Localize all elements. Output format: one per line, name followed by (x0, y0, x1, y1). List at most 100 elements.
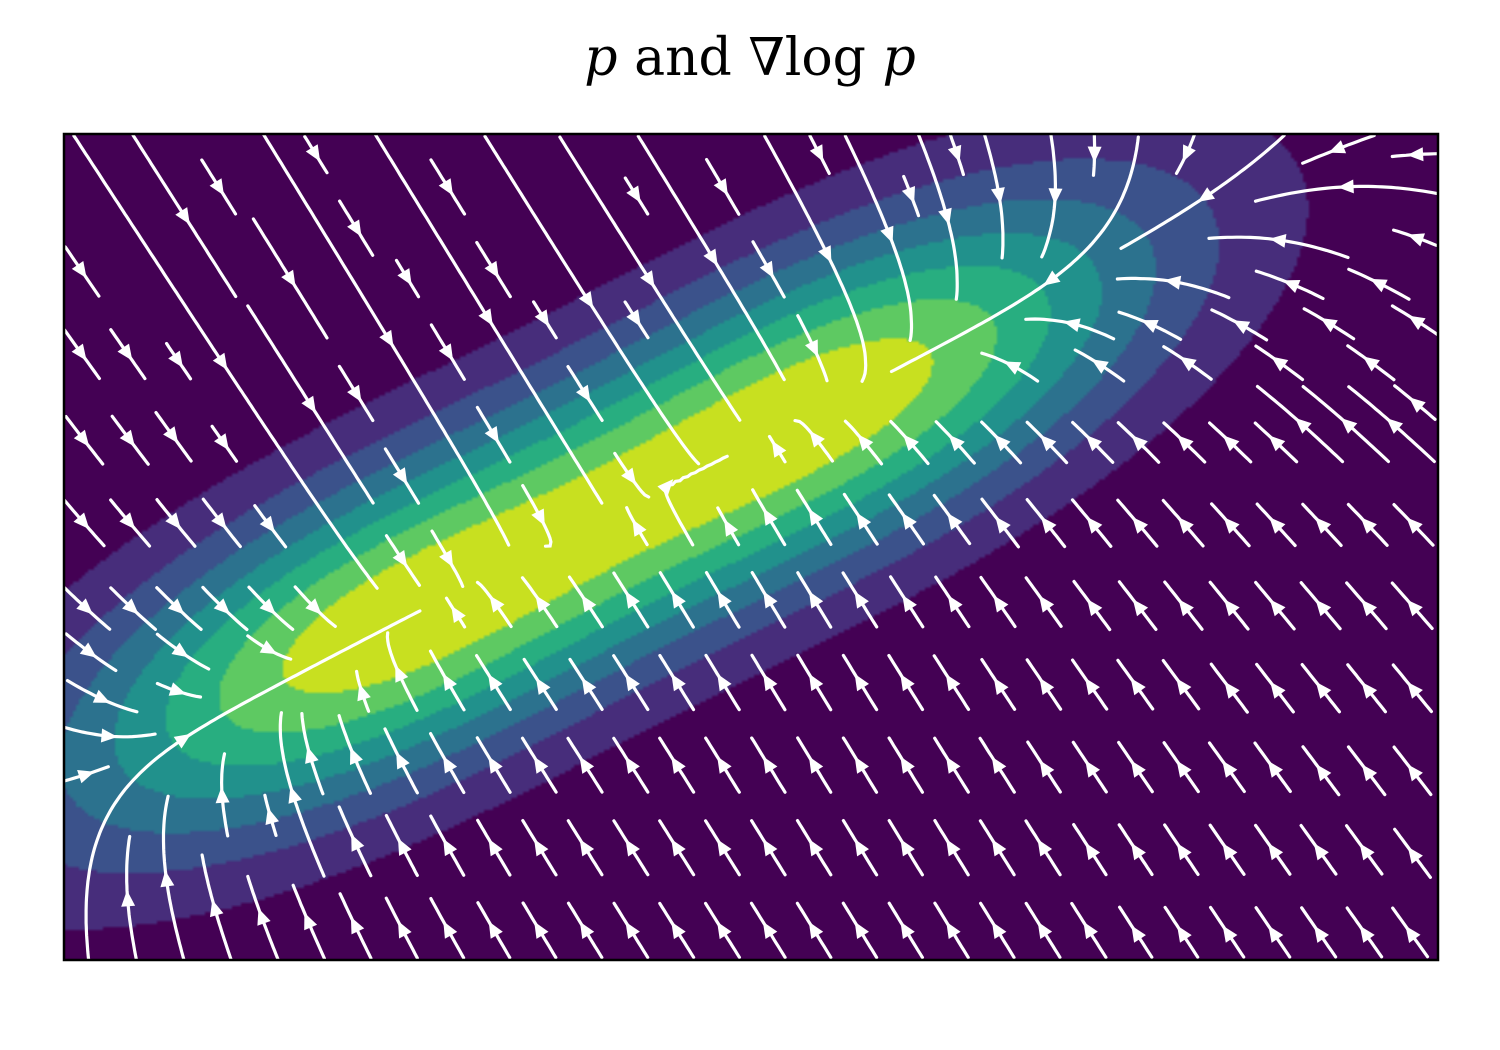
streamline-arrow-225 (938, 207, 952, 226)
streamline-arrow-191 (1295, 417, 1312, 434)
streamline-arrow-125 (717, 591, 732, 609)
streamline-arrow-1 (121, 890, 136, 907)
streamline-arrow-102 (1085, 678, 1100, 696)
streamline-arrow-242 (809, 144, 824, 162)
streamline-arrow-81 (1361, 764, 1378, 782)
streamline-arrow-17 (854, 921, 869, 939)
streamline-arrow-230 (991, 187, 1005, 204)
streamline-arrow-245 (1182, 144, 1196, 162)
streamline-arrow-234 (1407, 233, 1425, 247)
streamline-arrow-75 (1085, 760, 1100, 778)
streamline-arrow-229 (347, 219, 362, 237)
streamline-arrow-247 (1407, 147, 1424, 162)
streamline-arrow-46 (1037, 839, 1053, 857)
streamline-arrow-185 (1040, 434, 1057, 452)
streamline-arrow-119 (451, 605, 466, 623)
streamline-arrow-175 (163, 426, 179, 444)
streamline-arrow-239 (901, 186, 915, 204)
streamline-arrow-144 (73, 512, 90, 530)
streamline-arrow-180 (809, 430, 825, 448)
streamline-arrow-40 (763, 839, 778, 857)
streamline-arrow-240 (1337, 179, 1354, 194)
streamline-arrow-19 (946, 921, 961, 939)
streamline-arrow-150 (531, 508, 545, 526)
streamline-arrow-217 (1232, 320, 1251, 334)
streamline-arrow-38 (671, 839, 686, 857)
streamline-arrow-43 (900, 839, 915, 857)
streamline-arrow-92 (625, 674, 640, 692)
streamline-arrow-202 (703, 248, 718, 266)
streamline-arrow-13 (671, 921, 686, 940)
streamline-arrow-94 (717, 673, 732, 692)
streamline-arrow-215 (1063, 318, 1081, 332)
streamline-arrow-56 (265, 807, 279, 825)
streamline-arrow-165 (1269, 517, 1286, 534)
streamline-arrow-204 (818, 245, 832, 263)
streamline-arrow-118 (305, 598, 322, 615)
streamline-arrow-211 (281, 269, 296, 287)
streamline-arrow-139 (1361, 599, 1377, 617)
streamline-arrow-39 (717, 839, 732, 857)
title-p: p (584, 28, 618, 88)
streamline-arrow-167 (1360, 517, 1377, 534)
streamline-arrow-213 (626, 309, 641, 327)
streamline-arrow-29 (1405, 925, 1421, 943)
streamline-arrow-100 (993, 677, 1009, 695)
streamline-arrow-237 (626, 185, 641, 203)
streamline-arrow-123 (625, 591, 640, 609)
streamline-arrow-96 (809, 673, 824, 692)
streamline-arrow-163 (1178, 517, 1194, 534)
streamline-arrow-51 (1268, 843, 1284, 861)
streamline-arrow-111 (171, 642, 189, 658)
streamline-arrow-226 (1164, 275, 1182, 290)
streamline-arrow-168 (1406, 517, 1423, 534)
streamline-arrow-82 (1407, 764, 1423, 782)
streamline-arrow-31 (351, 834, 365, 852)
streamline-arrow-141 (212, 352, 228, 370)
streamline-arrow-65 (625, 756, 640, 774)
streamline-arrow-157 (901, 512, 917, 530)
streamline-arrow-209 (1271, 356, 1289, 372)
streamline-arrow-140 (1407, 599, 1423, 617)
streamline-arrow-158 (947, 513, 963, 530)
streamline-arrow-183 (948, 434, 965, 452)
streamline-arrow-30 (288, 786, 302, 804)
axes-frame (62, 132, 1440, 962)
streamline-arrow-138 (1315, 599, 1332, 617)
streamline-arrow-18 (900, 921, 915, 939)
streamline-arrow-219 (1408, 315, 1426, 330)
streamline-arrow-20 (992, 921, 1007, 939)
streamline-arrow-207 (1091, 359, 1109, 374)
streamline-arrow-6 (350, 917, 365, 935)
streamline-arrow-201 (438, 343, 454, 361)
streamline-arrow-112 (259, 640, 278, 655)
streamline-arrow-136 (1224, 599, 1240, 617)
streamline-arrow-87 (395, 665, 409, 683)
streamline-arrow-0 (173, 733, 191, 749)
streamline-arrow-2 (160, 870, 175, 888)
streamline-arrow-116 (213, 598, 231, 615)
streamline-arrow-28 (1359, 925, 1375, 943)
streamline-arrow-171 (478, 308, 493, 326)
streamline-arrow-12 (625, 921, 640, 939)
streamline-arrow-104 (1176, 678, 1192, 696)
streamline-arrow-58 (305, 746, 319, 764)
streamline-arrow-21 (1037, 921, 1053, 939)
streamline-arrow-205 (1043, 270, 1061, 286)
streamline-arrow-133 (1087, 599, 1103, 617)
streamline-arrow-232 (1197, 187, 1215, 202)
streamline-arrow-45 (991, 839, 1007, 857)
streamline-arrow-84 (92, 689, 111, 703)
streamline-arrow-155 (808, 508, 824, 526)
streamline-arrow-188 (1177, 435, 1194, 452)
streamline-arrow-60 (396, 752, 410, 770)
streamline-arrow-91 (581, 677, 597, 695)
streamline-arrow-181 (857, 434, 874, 452)
streamline-arrow-32 (398, 838, 412, 856)
streamline-arrow-159 (995, 516, 1011, 534)
streamline-arrow-178 (578, 291, 594, 309)
streamline-arrow-4 (257, 908, 271, 926)
streamline-arrow-34 (488, 838, 503, 857)
streamline-arrow-105 (1224, 681, 1240, 699)
streamline-arrow-27 (1314, 925, 1329, 943)
